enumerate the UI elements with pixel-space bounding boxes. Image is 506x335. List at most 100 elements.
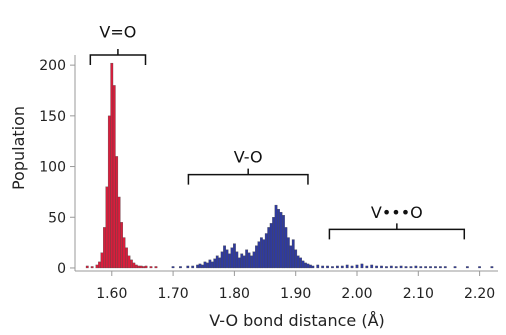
histogram-bar <box>117 196 121 269</box>
histogram-bar <box>196 264 199 269</box>
histogram-bar <box>409 266 413 269</box>
histogram-bar <box>301 260 305 269</box>
x-tick-label: 2.00 <box>341 286 372 302</box>
histogram-bar <box>120 222 123 269</box>
histogram-bar <box>137 265 141 269</box>
histogram-bar <box>242 255 246 269</box>
histogram-bar <box>134 264 138 269</box>
histogram-bar <box>370 264 374 269</box>
histogram-bar <box>424 266 428 269</box>
histogram-bar <box>95 264 99 269</box>
histogram-bar <box>380 265 383 269</box>
histogram-bar <box>309 264 312 269</box>
histogram-bar <box>299 257 302 269</box>
histogram-bar <box>316 264 320 269</box>
histogram-bar <box>345 264 349 269</box>
histogram-bar <box>296 255 300 269</box>
y-tick-label: 200 <box>39 58 66 74</box>
histogram-bar <box>112 85 116 269</box>
histogram-bar <box>103 227 106 269</box>
histogram-bar <box>85 265 89 269</box>
x-tick-label: 1.60 <box>96 286 127 302</box>
histogram-bar <box>250 255 253 269</box>
histogram-bar <box>105 186 109 269</box>
histogram-bar <box>110 62 114 269</box>
histogram-bar <box>144 265 148 269</box>
histogram-bar <box>399 265 403 269</box>
histogram-bar <box>326 265 329 269</box>
histogram-bar <box>272 217 275 269</box>
histogram-bar <box>389 265 393 269</box>
x-tick-label: 1.90 <box>280 286 311 302</box>
histogram-bar <box>453 266 457 269</box>
bracket <box>187 168 309 185</box>
histogram-bar <box>228 253 231 269</box>
histogram-bar <box>465 266 469 269</box>
x-tick-label: 2.20 <box>464 286 495 302</box>
histogram-bar <box>279 212 283 269</box>
histogram-bar <box>331 266 334 269</box>
histogram-bar <box>385 266 388 269</box>
histogram-bar <box>220 251 224 269</box>
histogram-bar <box>304 262 307 269</box>
y-tick-label: 100 <box>39 160 66 176</box>
histogram-bar <box>269 223 273 269</box>
histogram-bar <box>100 252 104 269</box>
histogram-bar <box>213 258 217 269</box>
histogram-bar <box>132 262 136 269</box>
histogram-bar <box>252 251 256 269</box>
histogram-bar <box>490 266 494 269</box>
y-tick-label: 50 <box>48 210 66 226</box>
histogram-bar <box>274 204 278 269</box>
histogram-bar <box>284 227 288 269</box>
histogram-bar <box>107 115 111 269</box>
histogram-bar <box>149 266 153 269</box>
histogram-bar <box>255 245 258 269</box>
histogram-bar <box>478 266 481 269</box>
y-tick-label: 0 <box>57 261 66 277</box>
bracket <box>89 49 147 65</box>
histogram-bar <box>365 265 369 269</box>
histogram-bar <box>350 265 354 269</box>
histogram-bar <box>429 266 432 269</box>
histogram-bar <box>277 208 280 269</box>
y-tick-label: 150 <box>39 109 66 125</box>
histogram-bar <box>225 249 229 269</box>
histogram-bar <box>139 265 143 269</box>
y-axis-title: Population <box>9 106 28 190</box>
bracket <box>328 223 466 240</box>
histogram-bar <box>240 253 244 269</box>
histogram-bar <box>311 265 315 269</box>
histogram-bar <box>230 247 234 269</box>
histogram-bar <box>201 264 204 269</box>
histogram-bar <box>210 261 214 269</box>
histogram-bar <box>360 263 364 269</box>
histogram-bar <box>218 257 222 269</box>
histogram-bar <box>419 266 423 269</box>
histogram-bar <box>237 257 241 269</box>
histogram-bar <box>340 265 344 269</box>
histogram-bar <box>179 266 182 269</box>
x-tick-label: 1.70 <box>158 286 189 302</box>
histogram-bar <box>223 245 226 269</box>
histogram-bar <box>206 262 209 269</box>
histogram-bar <box>115 156 119 269</box>
histogram-bar <box>154 266 158 269</box>
histogram-bar <box>262 239 266 269</box>
histogram-bar <box>245 249 249 269</box>
histogram-bar <box>257 241 261 269</box>
annotations-layer: V=O V-O V•••O <box>89 23 466 240</box>
histogram-bar <box>267 227 271 269</box>
histogram-bar <box>203 261 207 269</box>
histogram-bar <box>235 251 239 269</box>
x-tick-label: 2.10 <box>403 286 434 302</box>
histogram-bar <box>127 255 131 269</box>
x-tick-label: 1.80 <box>219 286 250 302</box>
histogram-bar <box>286 237 290 269</box>
histogram-bar <box>186 265 190 269</box>
histogram-bar <box>404 266 408 269</box>
histogram-bar <box>142 266 146 269</box>
histogram-bar <box>259 237 263 269</box>
histogram-bar <box>294 249 298 269</box>
